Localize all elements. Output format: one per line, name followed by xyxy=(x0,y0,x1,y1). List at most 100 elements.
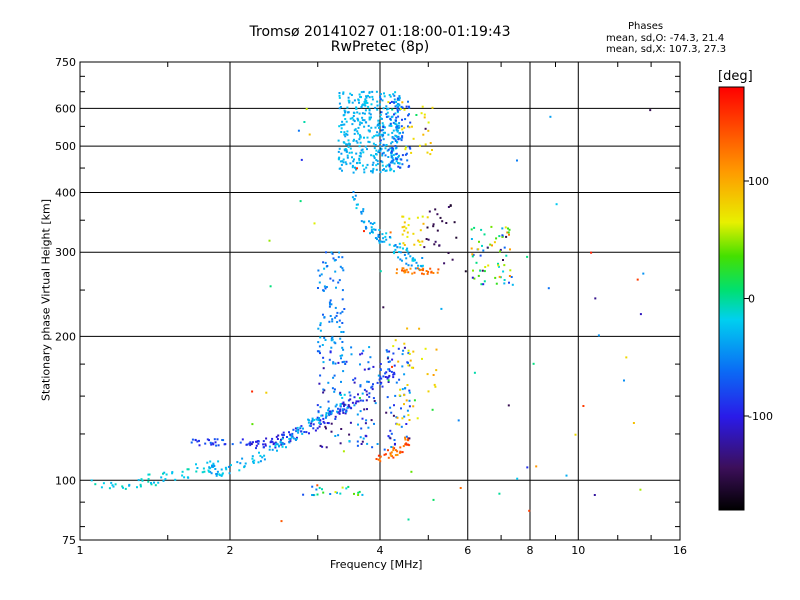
data-point xyxy=(421,105,424,108)
data-point xyxy=(348,391,351,394)
data-point xyxy=(313,494,316,497)
data-point xyxy=(381,99,384,102)
data-point xyxy=(330,410,333,413)
data-point xyxy=(395,104,398,107)
data-point xyxy=(355,207,358,210)
data-point xyxy=(210,472,213,475)
data-point xyxy=(307,421,310,424)
data-point xyxy=(401,135,404,138)
data-point xyxy=(372,383,374,386)
data-point xyxy=(395,128,398,131)
data-point xyxy=(400,125,403,128)
data-point xyxy=(341,169,343,172)
data-point xyxy=(342,92,345,95)
data-point xyxy=(379,270,382,273)
data-point xyxy=(393,252,396,255)
data-point xyxy=(338,147,341,150)
data-point xyxy=(328,414,331,417)
data-point xyxy=(311,494,314,496)
data-point xyxy=(282,431,285,434)
data-point xyxy=(344,111,347,114)
data-point xyxy=(370,126,373,129)
data-point xyxy=(341,354,344,357)
data-point xyxy=(424,347,427,350)
data-point xyxy=(363,125,366,128)
data-point xyxy=(393,244,396,247)
data-point xyxy=(407,437,410,440)
data-point xyxy=(393,170,395,173)
data-point xyxy=(392,456,395,459)
data-point xyxy=(405,268,408,271)
data-point xyxy=(265,391,268,394)
data-point xyxy=(353,198,356,201)
data-point xyxy=(371,136,374,139)
data-point xyxy=(421,272,423,275)
data-point xyxy=(499,248,502,251)
data-point xyxy=(408,113,410,116)
data-point xyxy=(414,267,417,270)
data-point xyxy=(251,423,254,426)
data-point xyxy=(341,310,344,313)
data-point xyxy=(395,119,397,122)
data-point xyxy=(346,130,349,133)
data-point xyxy=(430,271,433,274)
data-point xyxy=(370,154,373,157)
data-point xyxy=(370,103,373,106)
data-point xyxy=(590,251,593,254)
data-point xyxy=(408,391,411,394)
data-point xyxy=(351,123,354,126)
data-point xyxy=(283,442,286,445)
data-point xyxy=(397,256,400,259)
data-point xyxy=(407,105,410,108)
data-point xyxy=(209,441,212,444)
data-point xyxy=(401,233,404,236)
data-point xyxy=(299,200,302,203)
data-point xyxy=(195,463,197,466)
data-point xyxy=(322,289,325,292)
data-point xyxy=(340,163,343,166)
data-point xyxy=(394,454,397,457)
phase-stats-x-mode: mean, sd,X: 107.3, 27.3 xyxy=(606,44,727,55)
colorbar-tick-label: 0 xyxy=(748,293,755,306)
data-point xyxy=(210,443,213,446)
data-point xyxy=(341,120,344,123)
data-point xyxy=(340,380,342,383)
data-point xyxy=(352,139,355,142)
data-point xyxy=(398,154,400,157)
data-point xyxy=(403,126,406,129)
data-point xyxy=(322,420,325,423)
x-tick-label: 4 xyxy=(377,544,384,557)
data-point xyxy=(346,406,349,409)
data-point xyxy=(352,115,355,117)
data-point xyxy=(427,121,430,124)
data-point xyxy=(507,227,509,230)
data-point xyxy=(397,347,400,350)
data-point xyxy=(386,377,389,380)
data-point xyxy=(434,385,437,388)
data-point xyxy=(248,442,251,445)
data-point xyxy=(370,228,373,231)
data-point xyxy=(436,229,439,232)
data-point xyxy=(399,132,402,134)
data-point xyxy=(311,418,314,421)
data-point xyxy=(274,446,277,449)
data-point xyxy=(526,466,529,469)
data-point xyxy=(311,417,314,420)
data-point xyxy=(327,400,330,403)
data-point xyxy=(121,485,124,488)
data-point xyxy=(408,405,411,408)
data-point xyxy=(220,474,223,477)
data-point xyxy=(358,161,361,164)
data-point xyxy=(387,107,390,110)
data-point xyxy=(331,387,334,390)
data-point xyxy=(330,251,333,254)
data-point xyxy=(498,275,501,278)
data-point xyxy=(342,401,345,404)
data-point xyxy=(384,154,387,157)
data-point xyxy=(387,368,390,371)
data-point xyxy=(345,120,348,123)
data-point xyxy=(286,436,288,438)
data-point xyxy=(472,253,475,256)
data-point xyxy=(281,437,284,440)
